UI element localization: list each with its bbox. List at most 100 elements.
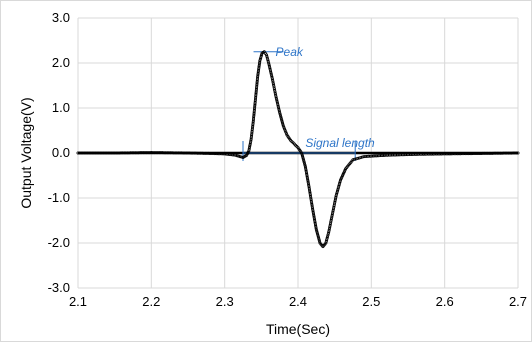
data-point [392, 153, 396, 157]
data-point [267, 64, 271, 68]
data-point [462, 152, 466, 156]
data-point [114, 151, 118, 155]
data-point [329, 217, 333, 221]
data-point [330, 215, 334, 219]
data-point [312, 213, 316, 217]
data-point [255, 86, 259, 90]
data-point [231, 153, 235, 157]
data-point [492, 151, 496, 155]
data-point [265, 56, 269, 60]
data-point [436, 152, 440, 156]
data-point [471, 152, 475, 156]
data-point [102, 151, 106, 155]
data-point [219, 152, 223, 156]
data-point [250, 133, 254, 137]
data-point [306, 177, 310, 181]
data-point [309, 199, 313, 203]
data-point [375, 154, 379, 158]
data-point [500, 151, 504, 155]
data-point [309, 196, 313, 200]
data-point [274, 95, 278, 99]
data-point [395, 153, 399, 157]
data-point [87, 151, 91, 155]
data-point [413, 152, 417, 156]
data-point [495, 151, 499, 155]
data-point [336, 186, 340, 190]
data-point [248, 141, 252, 145]
data-point [333, 200, 337, 204]
data-point [252, 115, 256, 119]
data-point [337, 184, 341, 188]
data-point [256, 75, 260, 79]
data-point [317, 236, 321, 240]
data-point [124, 151, 128, 155]
data-point [172, 151, 176, 155]
data-point [108, 151, 112, 155]
data-point [252, 108, 256, 112]
data-point [181, 151, 185, 155]
data-point [250, 128, 254, 132]
data-point [94, 151, 98, 155]
data-point [305, 175, 309, 179]
data-point [205, 151, 209, 155]
data-point [305, 172, 309, 176]
data-point [478, 151, 482, 155]
data-point [336, 187, 340, 191]
y-tick-label: 3.0 [52, 10, 70, 25]
data-point [468, 152, 472, 156]
data-point [327, 230, 331, 234]
data-point [475, 152, 479, 156]
data-point [281, 123, 285, 127]
data-point [133, 151, 137, 155]
data-point [329, 218, 333, 222]
data-point [199, 151, 203, 155]
data-point [258, 57, 262, 61]
data-point [486, 151, 490, 155]
data-point [418, 152, 422, 156]
y-axis-title: Output Voltage(V) [18, 97, 34, 208]
data-point [487, 151, 491, 155]
data-point [394, 153, 398, 157]
data-point [303, 163, 307, 167]
data-point [116, 151, 120, 155]
data-point [402, 153, 406, 157]
data-point [302, 160, 306, 164]
data-point [278, 111, 282, 115]
data-point [333, 199, 337, 203]
data-point [267, 61, 271, 65]
data-point [213, 152, 217, 156]
data-point [215, 152, 219, 156]
data-point [127, 151, 131, 155]
data-point [467, 152, 471, 156]
data-point [173, 151, 177, 155]
data-point [235, 154, 239, 158]
data-point [81, 151, 85, 155]
data-point [489, 151, 493, 155]
series-layer [76, 50, 520, 249]
data-point [111, 151, 115, 155]
data-point [357, 156, 361, 160]
data-point [425, 152, 429, 156]
data-point [279, 117, 283, 121]
data-point [479, 151, 483, 155]
data-point [253, 107, 257, 111]
data-point [324, 239, 328, 243]
data-point [283, 127, 287, 131]
data-point [249, 139, 253, 143]
data-point [316, 233, 320, 237]
data-point [384, 153, 388, 157]
data-point [331, 207, 335, 211]
data-point [271, 82, 275, 86]
data-point [280, 120, 284, 124]
data-point [312, 215, 316, 219]
data-point [218, 152, 222, 156]
data-point [308, 193, 312, 197]
data-point [405, 153, 409, 157]
data-point [98, 151, 102, 155]
data-point [258, 60, 262, 64]
data-point [256, 70, 260, 74]
data-point [303, 161, 307, 165]
data-point [330, 213, 334, 217]
data-point [258, 59, 262, 63]
data-point [318, 239, 322, 243]
